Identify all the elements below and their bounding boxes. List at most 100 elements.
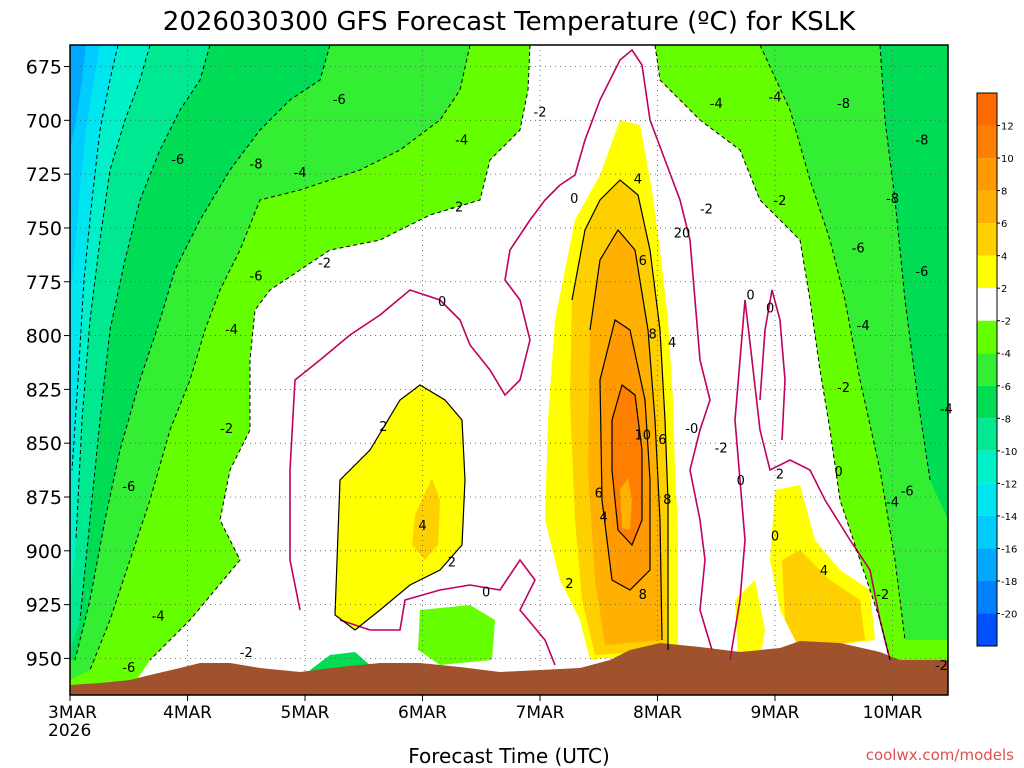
x-tick-label: 9MAR bbox=[751, 703, 800, 723]
contour-cold-1 bbox=[149, 45, 531, 661]
terrain-surface bbox=[70, 641, 948, 695]
plot-area bbox=[70, 45, 948, 695]
chart-title: 2026030300 GFS Forecast Temperature (ºC)… bbox=[163, 7, 856, 37]
colorbar-label: -12 bbox=[1001, 479, 1017, 490]
contour-zero-main bbox=[559, 48, 713, 651]
contour-label: -2 bbox=[240, 646, 253, 661]
colorbar-label: -4 bbox=[1001, 349, 1011, 360]
contour-label: 0 bbox=[771, 530, 779, 545]
x-tick-label: 7MAR bbox=[516, 703, 565, 723]
y-tick-label: 950 bbox=[26, 648, 62, 670]
contour-label: 0 bbox=[737, 474, 745, 489]
contour-label: -4 bbox=[152, 609, 165, 624]
contour-label: 0 bbox=[482, 586, 490, 601]
contour-label: 4 bbox=[600, 510, 608, 525]
contour-label: -2 bbox=[450, 200, 463, 215]
contour-label: 8 bbox=[663, 493, 671, 508]
contour-label: 6 bbox=[658, 433, 666, 448]
contour-label: -4 bbox=[455, 134, 468, 149]
colorbar-label: -14 bbox=[1001, 512, 1017, 523]
contour-label: 10 bbox=[635, 429, 652, 444]
contour-label: -2 bbox=[700, 203, 713, 218]
contour-label: 8 bbox=[648, 327, 656, 342]
contour-zero-right2 bbox=[759, 289, 786, 441]
colorbar-bin bbox=[977, 548, 997, 581]
fill-orange-core bbox=[620, 478, 632, 530]
contour-label: -2 bbox=[837, 381, 850, 396]
contour-label: 4 bbox=[668, 336, 676, 351]
colorbar-bin bbox=[977, 93, 997, 126]
cold-contours bbox=[71, 45, 931, 671]
colorbar-frame bbox=[976, 92, 998, 647]
contour-zero-left bbox=[289, 184, 561, 611]
contour-label: -4 bbox=[225, 323, 238, 338]
colorbar-bin bbox=[977, 353, 997, 386]
colorbar-bin bbox=[977, 158, 997, 191]
contour-label: -6 bbox=[333, 93, 346, 108]
contour-cold-3 bbox=[74, 45, 331, 661]
y-tick-label: 800 bbox=[26, 326, 62, 348]
contour-label: -8 bbox=[250, 157, 263, 172]
colorbar-bin bbox=[977, 418, 997, 451]
colorbar-label: 4 bbox=[1001, 252, 1007, 263]
x-axis-title: Forecast Time (UTC) bbox=[408, 744, 610, 768]
y-tick-label: 875 bbox=[26, 487, 62, 509]
credit-text: coolwx.com/models bbox=[866, 746, 1014, 764]
contour-label: -4 bbox=[886, 495, 899, 510]
grid bbox=[70, 45, 948, 695]
contour-label: 2 bbox=[776, 467, 784, 482]
contour-label: 2 bbox=[565, 577, 573, 592]
y-tick-label: 850 bbox=[26, 433, 62, 455]
colorbar-label: -20 bbox=[1001, 609, 1017, 620]
contour-label: -2 bbox=[935, 659, 948, 674]
colorbar-bin bbox=[977, 515, 997, 549]
contour-cold-7 bbox=[654, 45, 891, 661]
y-tick-label: 825 bbox=[26, 379, 62, 401]
y-tick-label: 750 bbox=[26, 218, 62, 240]
fill-blue bbox=[70, 45, 86, 150]
contour-label: -2 bbox=[876, 588, 889, 603]
contour-label: -6 bbox=[852, 241, 865, 256]
y-tick-label: 900 bbox=[26, 541, 62, 563]
x-tick-label: 4MAR bbox=[163, 703, 212, 723]
fill-gold-left bbox=[412, 478, 440, 560]
contour-label: -8 bbox=[886, 192, 899, 207]
x-tick-label: 5MAR bbox=[281, 703, 330, 723]
colorbar-label: -18 bbox=[1001, 577, 1017, 588]
contour-label: -2 bbox=[220, 422, 233, 437]
colorbar: 12 10 8 6 4 2 -2 -4 -6 -8 -10 -12 -14 -16 -18 -20 bbox=[976, 92, 1017, 647]
y-tick-label: 725 bbox=[26, 164, 62, 186]
colorbar-label: 2 bbox=[1001, 284, 1007, 295]
contour-label: -6 bbox=[122, 661, 135, 676]
colorbar-bin bbox=[977, 613, 997, 646]
contour-label: -6 bbox=[122, 480, 135, 495]
contour-warm-1 bbox=[571, 179, 669, 650]
contour-label: 0 bbox=[438, 295, 446, 310]
contour-warm-5 bbox=[334, 384, 466, 631]
contour-labels: -6-4-6-6-4-2-2-8-6-6-4-2-4-202420-204681… bbox=[122, 91, 953, 676]
colorbar-bin bbox=[977, 385, 997, 419]
colorbar-label: 8 bbox=[1001, 187, 1007, 198]
contour-label: -0 bbox=[685, 422, 698, 437]
contour-label: 0 bbox=[766, 302, 774, 317]
colorbar-label: -2 bbox=[1001, 317, 1011, 328]
y-tick-label: 775 bbox=[26, 272, 62, 294]
colorbar-label: -8 bbox=[1001, 414, 1011, 425]
colorbar-bin bbox=[977, 223, 997, 256]
contour-label: 20 bbox=[674, 226, 691, 241]
y-axis: 675 700 725 750 775 800 825 850 875 900 925 950 bbox=[26, 57, 70, 670]
contour-label: -2 bbox=[318, 256, 331, 271]
colorbar-label: -16 bbox=[1001, 544, 1017, 555]
contour-label: 2 bbox=[448, 556, 456, 571]
fill-yellow-small bbox=[735, 580, 765, 660]
colorbar-label: 6 bbox=[1001, 219, 1007, 230]
colorbar-label: -6 bbox=[1001, 382, 1011, 393]
contour-label: 0 bbox=[835, 465, 843, 480]
contour-label: -4 bbox=[294, 166, 307, 181]
colorbar-bin bbox=[977, 190, 997, 224]
y-tick-label: 700 bbox=[26, 110, 62, 132]
x-axis: 3MAR 4MAR 5MAR 6MAR 7MAR 8MAR 9MAR 10MAR 2026 bbox=[48, 695, 923, 741]
contour-label: -2 bbox=[773, 194, 786, 209]
fill-green-dark-right bbox=[880, 45, 948, 520]
